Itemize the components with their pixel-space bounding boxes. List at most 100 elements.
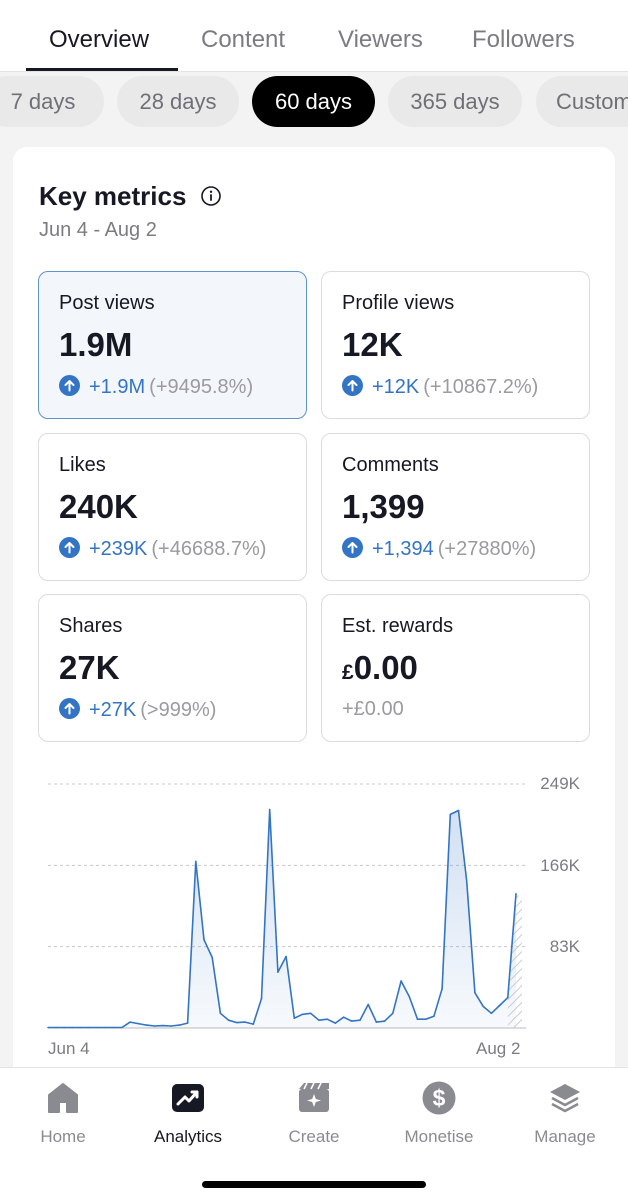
data-point (309, 1012, 312, 1015)
metric-shares[interactable]: Shares 27K +27K (>999%) (38, 594, 307, 742)
metric-value: 240K (59, 488, 138, 525)
dollar-icon: $ (422, 1081, 456, 1115)
key-metrics-title: Key metrics (39, 181, 187, 211)
metric-value: £0.00 (342, 649, 418, 687)
arrow-up-icon (59, 375, 80, 396)
arrow-up-icon (59, 698, 80, 719)
metric-comments[interactable]: Comments 1,399 +1,394 (+27880%) (321, 433, 590, 581)
data-point (507, 996, 509, 999)
metric-value: 1,399 (342, 488, 425, 525)
data-point (441, 988, 443, 990)
metric-change: +239K (+46688.7%) (59, 537, 266, 561)
metric-profile-views[interactable]: Profile views 12K +12K (+10867.2%) (321, 271, 590, 419)
info-icon[interactable] (200, 185, 222, 207)
chip-28-days[interactable]: 28 days (117, 76, 239, 127)
data-point (285, 955, 287, 958)
y-tick-label: 83K (549, 937, 580, 956)
data-point (252, 1023, 255, 1025)
data-point (219, 1012, 222, 1015)
data-point (195, 860, 197, 863)
data-point (55, 1026, 57, 1029)
data-point (293, 1017, 296, 1019)
metric-change: +1.9M (+9495.8%) (59, 375, 253, 399)
x-start-label: Jun 4 (48, 1039, 90, 1058)
data-point (515, 893, 517, 895)
nav-label: Home (40, 1127, 86, 1146)
data-point (121, 1026, 123, 1029)
data-point (351, 1020, 353, 1022)
metric-label: Likes (59, 454, 106, 476)
series-area (48, 809, 516, 1028)
chart-svg (47, 783, 526, 1029)
tab-followers[interactable]: Followers (472, 26, 575, 53)
nav-create[interactable]: Create (251, 1080, 377, 1147)
chip-60-days[interactable]: 60 days (252, 76, 375, 127)
arrow-up-icon (342, 375, 363, 396)
data-point (203, 939, 205, 941)
data-point (104, 1026, 107, 1029)
metric-delta: +1,394 (372, 538, 434, 560)
data-point (383, 1020, 386, 1022)
metric-post-views[interactable]: Post views 1.9M +1.9M (+9495.8%) (38, 271, 307, 419)
metric-delta: +12K (372, 376, 420, 398)
data-point (433, 1015, 435, 1017)
nav-monetise[interactable]: $ Monetise (376, 1080, 502, 1147)
data-point (137, 1022, 140, 1025)
chip-7-days[interactable]: 7 days (0, 76, 104, 127)
data-point (129, 1021, 131, 1023)
nav-manage[interactable]: Manage (502, 1080, 628, 1147)
arrow-up-icon (342, 537, 363, 558)
metric-percent: (>999%) (140, 699, 217, 721)
nav-home[interactable]: Home (0, 1080, 126, 1147)
data-point (392, 1012, 394, 1015)
data-point (268, 808, 271, 811)
svg-text:$: $ (433, 1085, 446, 1111)
metric-label: Shares (59, 615, 123, 637)
active-tab-underline (26, 68, 178, 71)
data-point (162, 1024, 164, 1027)
metric-label: Est. rewards (342, 615, 454, 637)
nav-label: Create (288, 1127, 340, 1146)
data-point (63, 1026, 66, 1029)
data-point (424, 1018, 427, 1020)
data-point (186, 1022, 189, 1024)
currency-symbol: £ (342, 661, 354, 684)
data-point (490, 1012, 493, 1015)
metric-value: 1.9M (59, 326, 133, 363)
metric-change: +12K (+10867.2%) (342, 375, 538, 399)
incomplete-period-hatch (507, 893, 522, 1028)
data-point (449, 813, 452, 816)
create-icon (299, 1082, 329, 1112)
data-point (227, 1019, 230, 1021)
layers-icon (550, 1084, 580, 1113)
top-tab-bar: Overview Content Viewers Followers (0, 0, 628, 72)
nav-label: Analytics (153, 1127, 223, 1146)
chip-custom[interactable]: Custom (536, 76, 628, 127)
metric-likes[interactable]: Likes 240K +239K (+46688.7%) (38, 433, 307, 581)
metric-change: +27K (>999%) (59, 698, 216, 722)
data-point (498, 1004, 501, 1007)
data-point (211, 956, 213, 959)
metric-value: 12K (342, 326, 403, 363)
metric-label: Comments (342, 454, 439, 476)
data-point (334, 1022, 337, 1024)
tab-overview[interactable]: Overview (49, 26, 150, 53)
data-point (236, 1021, 238, 1024)
data-point (96, 1026, 99, 1029)
data-point (71, 1026, 74, 1029)
chip-365-days[interactable]: 365 days (388, 76, 522, 127)
metric-percent: (+46688.7%) (151, 538, 267, 560)
metric-amount: 0.00 (353, 649, 418, 686)
post-views-chart[interactable]: 249K 166K 83K (0, 760, 628, 1070)
tab-viewers[interactable]: Viewers (338, 26, 423, 53)
metric-value: 27K (59, 649, 120, 686)
date-range-label: Jun 4 - Aug 2 (39, 219, 157, 241)
nav-analytics[interactable]: Analytics (125, 1080, 251, 1147)
metric-est-rewards[interactable]: Est. rewards £0.00 +£0.00 (321, 594, 590, 742)
tab-content[interactable]: Content (201, 26, 286, 53)
data-point (408, 995, 411, 998)
data-point (318, 1019, 320, 1021)
data-point (359, 1019, 361, 1021)
data-point (80, 1026, 82, 1029)
data-point (416, 1018, 419, 1020)
